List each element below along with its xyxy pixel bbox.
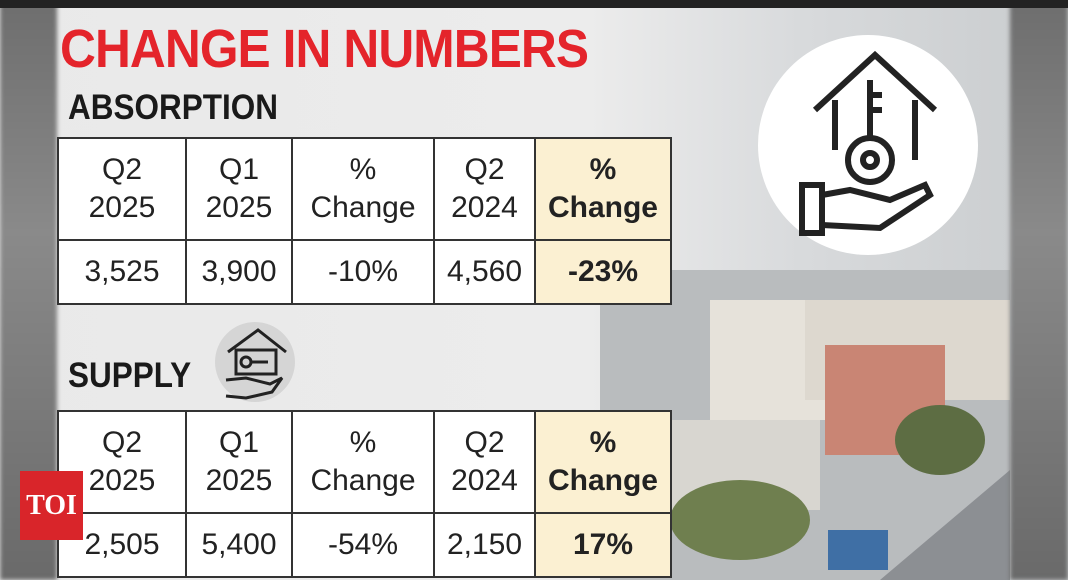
data-cell: 3,900: [185, 239, 293, 305]
right-edge: [1010, 0, 1068, 580]
data-cell: 2,150: [433, 512, 536, 578]
header-cell: % Change: [534, 137, 672, 241]
data-cell: 5,400: [185, 512, 293, 578]
header-cell: Q2 2025: [57, 137, 187, 241]
logo: TOI: [20, 471, 83, 540]
header-cell: Q1 2025: [185, 410, 293, 514]
section-title: ABSORPTION: [68, 88, 279, 127]
absorption-table: Q2 2025 Q1 2025% Change Q2 2024% Change 3,5…: [57, 137, 672, 305]
data-row: 3,525 3,900 -10% 4,560 -23%: [57, 239, 672, 305]
data-row: 2,505 5,400 -54% 2,150 17%: [57, 512, 672, 578]
data-cell: 17%: [534, 512, 672, 578]
header-cell: % Change: [534, 410, 672, 514]
data-cell: 4,560: [433, 239, 536, 305]
data-cell: -23%: [534, 239, 672, 305]
header-cell: % Change: [291, 410, 435, 514]
section-title: SUPPLY: [68, 356, 192, 395]
data-cell: -54%: [291, 512, 435, 578]
header-cell: Q2 2024: [433, 410, 536, 514]
header-row: Q2 2025 Q1 2025% Change Q2 2024% Change: [57, 410, 672, 514]
header-cell: Q1 2025: [185, 137, 293, 241]
title: CHANGE IN NUMBERS: [60, 19, 589, 79]
top-bar: [0, 0, 1068, 8]
header-cell: Q2 2024: [433, 137, 536, 241]
header-cell: % Change: [291, 137, 435, 241]
header-cell: Q2 2025: [57, 410, 187, 514]
data-cell: 3,525: [57, 239, 187, 305]
header-row: Q2 2025 Q1 2025% Change Q2 2024% Change: [57, 137, 672, 241]
supply-table: Q2 2025 Q1 2025% Change Q2 2024% Change 2,5…: [57, 410, 672, 578]
data-cell: -10%: [291, 239, 435, 305]
